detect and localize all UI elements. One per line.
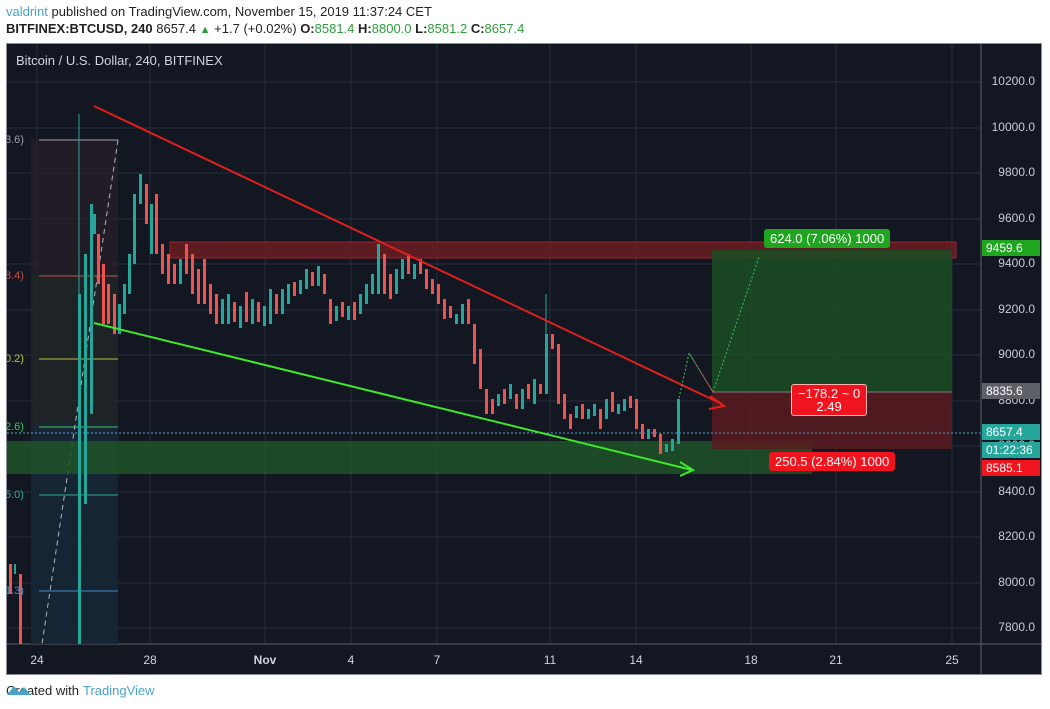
time-tick: 21 [829,653,843,667]
time-tick: 14 [629,653,643,667]
price-tick: 8000.0 [998,575,1035,589]
price-tick: 9800.0 [998,165,1035,179]
fib-level-label: 2.6) [6,421,24,433]
high-label: H: [358,21,372,36]
price-tick: 9400.0 [998,256,1035,270]
up-triangle-icon: ▲ [199,24,211,36]
open-value: 8581.4 [314,21,355,36]
time-tick: 11 [543,653,557,667]
footer-attribution: Created with TradingView [6,683,155,698]
low-label: L: [415,21,428,36]
time-tick: 7 [433,653,441,667]
fib-level-label: 0.2) [6,353,24,365]
price-tick: 9000.0 [998,347,1035,361]
author-link[interactable]: valdrint [6,4,48,19]
risk-reward-label[interactable]: −178.2 ~ 0 2.49 [791,384,868,416]
chart-title: Bitcoin / U.S. Dollar, 240, BITFINEX [16,53,223,68]
price-tick: 10000.0 [991,120,1035,134]
time-tick: 4 [347,653,355,667]
fib-level-label: 1.3) [6,585,24,597]
fib-level-label: 8.4) [6,270,24,282]
publish-text: published on TradingView.com, November 1… [47,4,432,19]
candles [9,114,680,644]
time-tick: 24 [30,653,44,667]
fib-level-label: 5.0) [6,489,24,501]
current-price-tag: 8657.4 [982,424,1040,440]
target-price-tag: 9459.6 [982,240,1040,256]
stop-price-tag: 8585.1 [982,460,1040,476]
high-value: 8800.0 [371,21,412,36]
low-value: 8581.2 [427,21,468,36]
close-value: 8657.4 [484,21,525,36]
close-label: C: [470,21,485,36]
time-tick: 25 [945,653,959,667]
price-tick: 10200.0 [991,74,1035,88]
publish-info: valdrint published on TradingView.com, N… [6,4,432,19]
profit-target-label[interactable]: 624.0 (7.06%) 1000 [764,229,891,248]
price-tick: 9600.0 [998,211,1035,225]
time-tick: 28 [143,653,157,667]
last-price: 8657.4 [156,21,197,36]
chart-canvas[interactable] [7,44,1042,675]
risk-reward-ratio-text: 2.49 [816,399,842,414]
chart-panel[interactable]: Bitcoin / U.S. Dollar, 240, BITFINEX 3.6… [6,43,1042,675]
tradingview-logo-icon [7,686,31,695]
symbol-name: BITFINEX:BTCUSD, 240 [6,21,153,36]
time-tick: 18 [744,653,758,667]
stop-loss-label[interactable]: 250.5 (2.84%) 1000 [769,452,896,471]
tradingview-link[interactable]: TradingView [82,683,155,698]
price-tick: 7800.0 [998,620,1035,634]
price-tick: 8400.0 [998,484,1035,498]
price-change: +1.7 (+0.02%) [214,21,297,36]
fib-level-label: 3.6) [6,134,24,146]
symbol-info-bar: BITFINEX:BTCUSD, 240 8657.4 ▲ +1.7 (+0.0… [6,21,524,36]
bar-countdown-tag: 01:22:36 [982,442,1040,458]
open-label: O: [300,21,315,36]
open-pnl-text: −178.2 ~ 0 [798,386,861,401]
price-tick: 8200.0 [998,529,1035,543]
time-tick: Nov [253,653,277,667]
entry-price-tag: 8835.6 [982,383,1040,399]
price-tick: 9200.0 [998,302,1035,316]
